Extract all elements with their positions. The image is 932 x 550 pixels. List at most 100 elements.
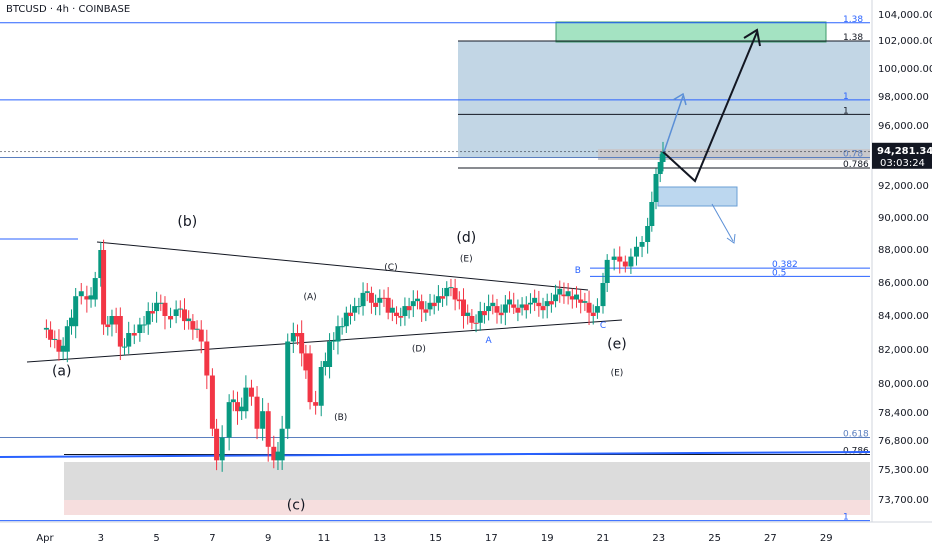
- x-tick-label-9: 19: [541, 533, 554, 544]
- y-tick-label-12: 78,400.00: [878, 408, 929, 419]
- x-tick-label-5: 11: [318, 533, 331, 544]
- candle-body: [515, 307, 521, 313]
- candle: [271, 435, 277, 469]
- candle-body: [633, 246, 639, 257]
- pullback-box: [657, 186, 738, 207]
- candle-body: [194, 328, 200, 330]
- candle-body: [48, 329, 54, 340]
- candle-body: [239, 406, 245, 412]
- candle: [126, 321, 132, 354]
- candle-body: [190, 321, 196, 330]
- fib-label-5: 0.786: [843, 160, 869, 170]
- wave-label-13: C: [600, 321, 606, 331]
- candle-body: [461, 299, 466, 316]
- candle-body: [322, 361, 328, 367]
- candle-body: [540, 306, 546, 311]
- candle: [628, 248, 634, 274]
- candle: [657, 154, 663, 183]
- y-tick-label-7: 88,000.00: [878, 245, 929, 256]
- candle-body: [527, 302, 533, 305]
- candle: [294, 324, 300, 345]
- candle: [461, 288, 466, 329]
- candle: [565, 283, 571, 305]
- candle-body: [364, 291, 370, 293]
- candle-body: [92, 278, 98, 300]
- candle: [604, 254, 610, 293]
- wave-label-4: (e): [607, 336, 627, 352]
- candle: [182, 298, 187, 330]
- candle: [149, 302, 155, 322]
- candle: [194, 320, 200, 339]
- candle: [385, 287, 391, 320]
- y-tick-label-11: 80,000.00: [878, 379, 929, 390]
- candle-body: [198, 329, 204, 342]
- candle-body: [235, 402, 241, 412]
- candle-body: [186, 318, 192, 322]
- candle-body: [452, 287, 458, 300]
- candle-body: [226, 402, 232, 438]
- candle: [402, 297, 408, 326]
- candle-body: [427, 302, 433, 310]
- x-tick-label-13: 27: [764, 533, 777, 544]
- candle-body: [431, 302, 437, 307]
- x-tick-label-2: 5: [153, 533, 159, 544]
- candle-body: [307, 353, 313, 403]
- fib-label-0: 1.38: [843, 15, 863, 25]
- y-tick-label-8: 86,000.00: [878, 278, 929, 289]
- candle-body: [536, 302, 542, 307]
- candle: [548, 292, 554, 313]
- candle: [617, 246, 623, 274]
- candle-body: [271, 446, 277, 461]
- candle-body: [444, 287, 450, 297]
- candle: [327, 333, 333, 379]
- candle-body: [248, 387, 254, 397]
- current-price-value: 94,281.34: [877, 146, 932, 157]
- candle-body: [177, 308, 183, 310]
- candle: [290, 322, 296, 353]
- candle-body: [290, 333, 296, 342]
- candle-body: [279, 428, 285, 461]
- candle-body: [553, 294, 559, 302]
- fib-label-6: 0.382: [772, 260, 798, 270]
- candle: [622, 255, 628, 273]
- blue-arrow-up: [663, 95, 684, 153]
- fib-label-4: 0.78: [843, 150, 863, 160]
- candle: [84, 285, 90, 313]
- candle-body: [423, 309, 429, 313]
- candle-body: [573, 294, 579, 300]
- candle-body: [486, 306, 492, 312]
- candle-body: [469, 316, 475, 323]
- x-tick-label-7: 15: [429, 533, 442, 544]
- candle-body: [481, 311, 487, 316]
- candle-body: [313, 402, 319, 406]
- candle: [98, 241, 104, 287]
- candle: [177, 300, 183, 318]
- candle: [186, 310, 192, 330]
- candle: [645, 217, 651, 254]
- candle: [356, 297, 362, 315]
- candle-body: [101, 250, 107, 325]
- fib-label-8: 0.618: [843, 430, 869, 440]
- candle-body: [448, 287, 454, 289]
- x-tick-label-12: 25: [708, 533, 721, 544]
- candle-body: [285, 341, 291, 429]
- candle-body: [162, 302, 168, 316]
- candle: [198, 320, 204, 354]
- candle: [639, 236, 645, 258]
- candle-body: [158, 302, 164, 304]
- candle-body: [544, 301, 550, 307]
- symbol-title[interactable]: BTCUSD · 4h · COINBASE: [6, 4, 131, 15]
- candle-body: [60, 345, 66, 352]
- candle: [507, 291, 513, 313]
- candle-body: [360, 292, 366, 307]
- bar-countdown: 03:03:24: [880, 158, 925, 169]
- candle-body: [43, 327, 49, 330]
- candle: [573, 286, 579, 308]
- candle: [335, 315, 341, 355]
- candle-body: [440, 296, 446, 299]
- candle: [303, 344, 309, 379]
- candle-body: [414, 298, 420, 302]
- support-zone: [64, 462, 870, 500]
- candle: [660, 141, 666, 172]
